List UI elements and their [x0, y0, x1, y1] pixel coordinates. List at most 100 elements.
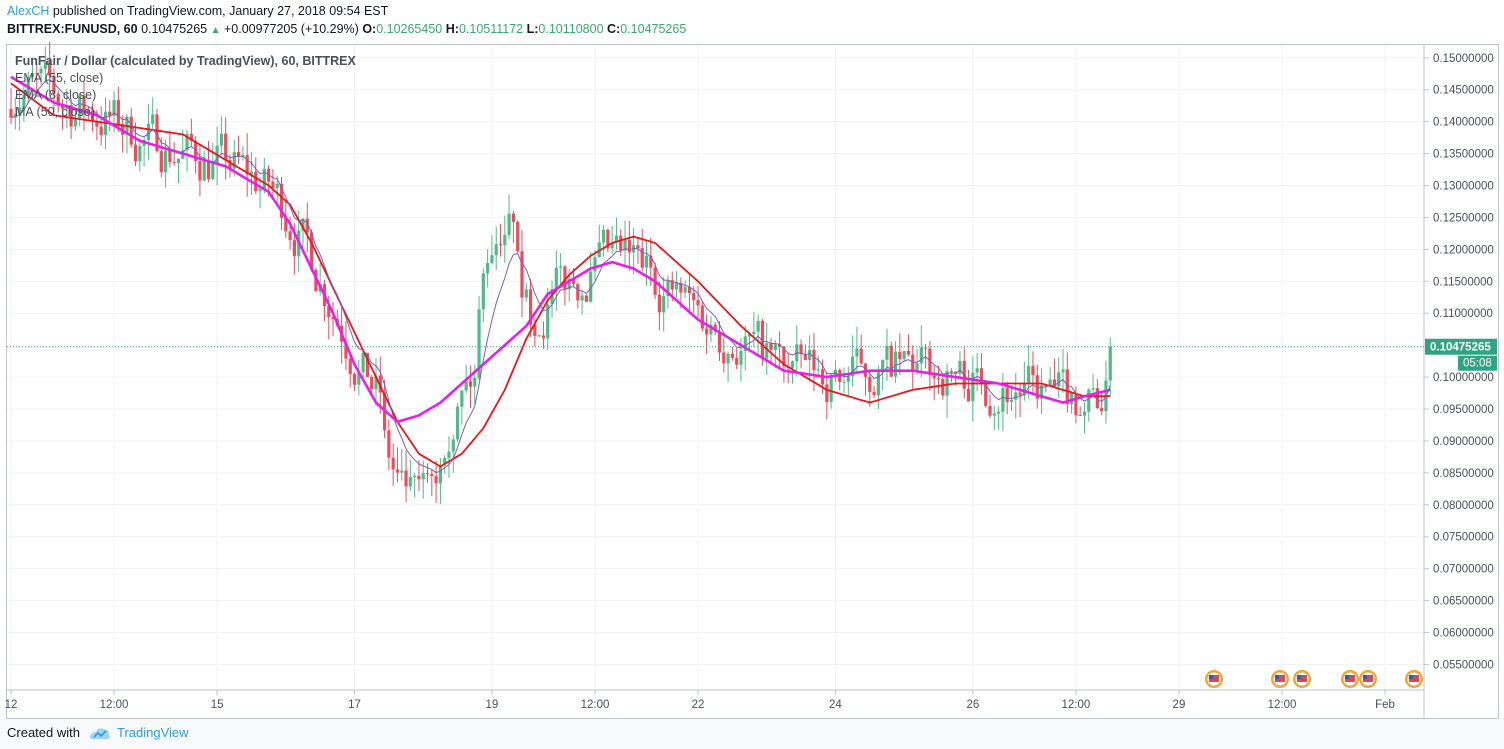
price-tick-label: 0.09000000 [1433, 436, 1494, 448]
tradingview-link[interactable]: TradingView [117, 725, 189, 740]
candle-body [812, 349, 816, 371]
candle-body [928, 348, 932, 376]
candle-body [601, 229, 606, 243]
low-value: 0.10110800 [538, 22, 604, 36]
up-triangle-icon: ▲ [210, 25, 221, 36]
price-tick-label: 0.11500000 [1433, 276, 1493, 288]
candle-body [1078, 415, 1082, 417]
candle-body [413, 475, 417, 478]
candle-body [331, 317, 335, 319]
candle-body [988, 405, 992, 416]
candle-body [443, 457, 447, 465]
open-value: 0.10265450 [376, 22, 443, 36]
time-tick-label: 19 [486, 699, 499, 711]
candle-body [782, 346, 786, 367]
candle-body [387, 430, 391, 458]
candle-body [1031, 365, 1035, 376]
flag-canton [1275, 675, 1279, 679]
candle-body [1039, 385, 1044, 399]
candle-body [314, 269, 318, 292]
candle-body [473, 377, 477, 387]
candle-body [726, 353, 730, 364]
candle-body [790, 361, 795, 368]
candle-body [168, 150, 172, 163]
candle-body [275, 183, 279, 189]
candle-body [262, 168, 266, 190]
ema8-line [10, 79, 1111, 474]
close-label: C: [607, 22, 621, 36]
candle-body [1087, 389, 1091, 412]
flag-canton [1363, 675, 1367, 679]
candle-body [1005, 388, 1009, 402]
candle-body [606, 229, 610, 249]
candle-body [576, 284, 580, 301]
indicator-lines [10, 75, 1111, 474]
candle-body [224, 133, 228, 160]
candle-body [902, 351, 906, 360]
price-tick-label: 0.12000000 [1433, 244, 1494, 256]
last-price: 0.10475265 [141, 22, 208, 36]
candle-body [1027, 365, 1031, 383]
candle-body [584, 295, 588, 302]
candle-body [309, 232, 314, 270]
flag-canton [1345, 675, 1349, 679]
candle-body [778, 344, 782, 347]
candle-body [1091, 388, 1095, 390]
candle-body [636, 245, 640, 249]
candle-body [975, 368, 979, 373]
publish-line: AlexCH published on TradingView.com, Jan… [7, 4, 388, 18]
candle-body [69, 105, 73, 127]
candle-body [911, 354, 915, 372]
candle-body [172, 162, 176, 164]
candle-body [520, 251, 524, 298]
candle-body [825, 384, 829, 402]
legend-ema8[interactable]: EMA (8, close) [15, 88, 97, 102]
candle-body [816, 369, 820, 371]
candle-body [730, 353, 734, 358]
candle-body [559, 266, 563, 268]
candle-body [279, 183, 284, 218]
candle-body [421, 473, 425, 480]
candle-body [486, 263, 490, 274]
candle-body [713, 324, 717, 332]
candle-body [95, 122, 99, 127]
candle-body [610, 242, 614, 249]
candle-body [868, 376, 872, 392]
candle-body [43, 62, 47, 69]
header: AlexCH published on TradingView.com, Jan… [0, 0, 1504, 44]
candle-body [756, 320, 760, 332]
candle-body [803, 354, 807, 360]
candle-body [198, 161, 202, 181]
candle-body [408, 477, 412, 487]
candle-body [696, 300, 700, 306]
legend-ma50[interactable]: MA (50, close) [15, 105, 95, 119]
candle-body [554, 267, 558, 290]
candle-body [284, 217, 288, 232]
candle-body [194, 140, 198, 162]
countdown-tag [1458, 355, 1497, 371]
time-tick-label: 12:00 [1062, 699, 1091, 711]
candle-body [271, 181, 275, 189]
candle-body [1057, 372, 1061, 387]
flag-icon [1297, 675, 1307, 682]
legend-ema55[interactable]: EMA (55, close) [15, 71, 104, 85]
author-link[interactable]: AlexCH [7, 4, 50, 18]
candle-body [1065, 369, 1069, 405]
candle-body [90, 110, 95, 123]
candle-body [507, 213, 511, 235]
candle-body [859, 348, 863, 364]
candle-body [979, 368, 984, 385]
ma50-line [10, 75, 1111, 424]
time-tick-label: 24 [829, 699, 842, 711]
chart-frame[interactable] [6, 44, 1499, 719]
candle-body [752, 331, 756, 335]
candle-body [885, 345, 889, 360]
candle-body [464, 381, 468, 391]
candle-body [876, 372, 880, 396]
candle-body [1018, 392, 1022, 396]
candle-body [735, 357, 739, 365]
candle-body [1095, 388, 1099, 409]
flag-canton [1297, 675, 1301, 679]
candle-body [365, 352, 369, 377]
